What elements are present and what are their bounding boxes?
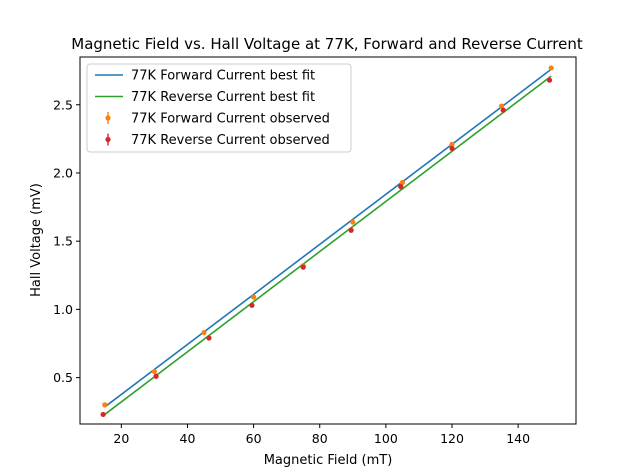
legend-label: 77K Forward Current best fit <box>131 69 315 84</box>
x-tick-label: 120 <box>440 431 464 446</box>
data-point <box>249 302 255 308</box>
data-point <box>100 411 106 418</box>
y-axis-label: Hall Voltage (mV) <box>29 183 44 297</box>
data-point <box>548 65 554 71</box>
plot-frame <box>79 56 577 425</box>
legend-item: 77K Reverse Current best fit <box>95 90 315 105</box>
data-point <box>500 107 506 113</box>
series-line <box>104 68 552 408</box>
data-point <box>206 335 212 341</box>
x-axis-label: Magnetic Field (mT) <box>264 453 393 468</box>
data-point <box>350 219 356 225</box>
y-tick-label: 0.5 <box>53 370 73 385</box>
x-tick-label: 100 <box>374 431 398 446</box>
data-point <box>300 264 306 270</box>
y-tick-label: 1.5 <box>53 234 73 249</box>
data-point <box>499 103 505 109</box>
data-point <box>348 227 354 233</box>
series-1 <box>104 68 552 408</box>
x-tick-label: 80 <box>312 431 328 446</box>
data-point <box>251 294 257 300</box>
legend-marker-swatch <box>105 136 111 143</box>
data-point <box>546 77 553 83</box>
legend-marker-swatch <box>105 115 111 121</box>
x-axis: 20 40 60 80 100 120 140 <box>113 424 530 446</box>
data-point <box>151 368 157 375</box>
y-tick-label: 2.5 <box>53 97 73 112</box>
x-tick-label: 20 <box>113 431 129 446</box>
legend: 77K Forward Current best fit 77K Reverse … <box>86 63 352 153</box>
legend-label: 77K Reverse Current best fit <box>131 90 315 105</box>
series-2 <box>104 75 552 416</box>
data-point <box>398 184 404 190</box>
y-axis: 0.5 1.0 1.5 2.0 2.5 <box>53 97 80 385</box>
legend-item: 77K Forward Current best fit <box>95 69 315 84</box>
y-tick-label: 2.0 <box>53 165 73 180</box>
x-tick-label: 40 <box>180 431 196 446</box>
data-point <box>153 373 159 379</box>
legend-box <box>86 63 352 153</box>
data-point <box>399 179 405 186</box>
chart-title: Magnetic Field vs. Hall Voltage at 77K, … <box>71 35 583 53</box>
series-line <box>104 75 552 416</box>
legend-label: 77K Forward Current observed <box>131 112 330 127</box>
data-point <box>449 145 455 152</box>
legend-item: 77K Forward Current observed <box>105 112 330 127</box>
series-4 <box>100 77 553 418</box>
x-tick-label: 140 <box>506 431 530 446</box>
x-tick-label: 60 <box>246 431 262 446</box>
legend-label: 77K Reverse Current observed <box>131 133 330 148</box>
y-tick-label: 1.0 <box>53 302 73 317</box>
legend-item: 77K Reverse Current observed <box>105 133 330 148</box>
data-point <box>201 329 207 336</box>
data-point <box>449 141 455 147</box>
data-point <box>102 402 108 408</box>
